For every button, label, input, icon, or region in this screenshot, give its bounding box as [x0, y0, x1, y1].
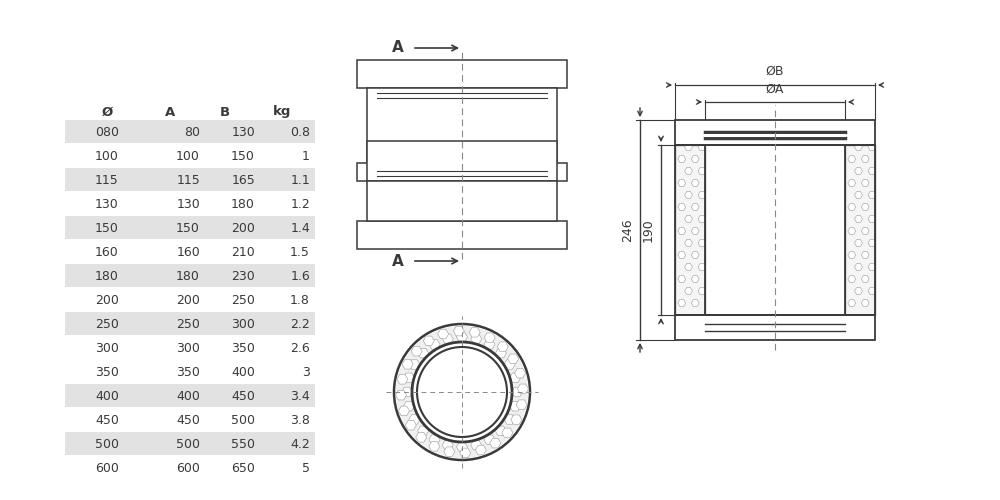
- Bar: [357, 221, 567, 249]
- Text: 250: 250: [231, 294, 255, 306]
- Bar: [65, 264, 315, 287]
- Text: 246: 246: [621, 218, 634, 242]
- Text: 1.6: 1.6: [290, 270, 310, 282]
- Text: A: A: [392, 254, 404, 268]
- Text: 5: 5: [302, 462, 310, 474]
- Text: 250: 250: [95, 318, 119, 330]
- Text: 400: 400: [231, 366, 255, 378]
- Text: ØA: ØA: [766, 83, 784, 96]
- Bar: [65, 384, 315, 407]
- Text: 115: 115: [176, 174, 200, 186]
- Text: 200: 200: [176, 294, 200, 306]
- Text: 115: 115: [95, 174, 119, 186]
- Bar: [367, 88, 557, 163]
- Text: 160: 160: [95, 246, 119, 258]
- Bar: [357, 60, 567, 88]
- Bar: [367, 141, 557, 181]
- Text: 200: 200: [231, 222, 255, 234]
- Bar: [357, 163, 567, 181]
- Text: 450: 450: [95, 414, 119, 426]
- Text: 100: 100: [176, 150, 200, 162]
- Bar: [65, 168, 315, 191]
- Text: 190: 190: [642, 218, 655, 242]
- Text: 080: 080: [95, 126, 119, 138]
- Text: 350: 350: [95, 366, 119, 378]
- Bar: [65, 120, 315, 143]
- Bar: [675, 315, 875, 340]
- Text: 150: 150: [231, 150, 255, 162]
- Text: 1.4: 1.4: [290, 222, 310, 234]
- Text: 450: 450: [231, 390, 255, 402]
- Bar: [65, 432, 315, 455]
- Text: 500: 500: [176, 438, 200, 450]
- Text: 600: 600: [95, 462, 119, 474]
- Bar: [65, 312, 315, 335]
- Text: 500: 500: [231, 414, 255, 426]
- Text: 3.4: 3.4: [290, 390, 310, 402]
- Text: 300: 300: [176, 342, 200, 354]
- Text: 300: 300: [231, 318, 255, 330]
- Text: 400: 400: [95, 390, 119, 402]
- Text: 3: 3: [302, 366, 310, 378]
- Text: 130: 130: [176, 198, 200, 210]
- Bar: [675, 120, 875, 145]
- Text: 180: 180: [231, 198, 255, 210]
- Text: 600: 600: [176, 462, 200, 474]
- Text: 160: 160: [176, 246, 200, 258]
- Text: 350: 350: [231, 342, 255, 354]
- Text: 1.5: 1.5: [290, 246, 310, 258]
- Text: A: A: [165, 106, 175, 118]
- Text: 2.2: 2.2: [290, 318, 310, 330]
- Text: 180: 180: [95, 270, 119, 282]
- Text: 180: 180: [176, 270, 200, 282]
- Bar: [367, 181, 557, 221]
- Text: 80: 80: [184, 126, 200, 138]
- Text: 210: 210: [231, 246, 255, 258]
- Circle shape: [412, 342, 512, 442]
- Text: 1.8: 1.8: [290, 294, 310, 306]
- Wedge shape: [396, 326, 528, 458]
- Text: 130: 130: [95, 198, 119, 210]
- Text: 230: 230: [231, 270, 255, 282]
- Text: 2.6: 2.6: [290, 342, 310, 354]
- Text: 1: 1: [302, 150, 310, 162]
- Text: 1.1: 1.1: [290, 174, 310, 186]
- Text: 100: 100: [95, 150, 119, 162]
- Text: 650: 650: [231, 462, 255, 474]
- Text: 150: 150: [176, 222, 200, 234]
- Text: 165: 165: [231, 174, 255, 186]
- Text: 300: 300: [95, 342, 119, 354]
- Text: 400: 400: [176, 390, 200, 402]
- Text: 500: 500: [95, 438, 119, 450]
- Text: 3.8: 3.8: [290, 414, 310, 426]
- Text: A: A: [392, 40, 404, 56]
- Text: 130: 130: [231, 126, 255, 138]
- Circle shape: [394, 324, 530, 460]
- Text: kg: kg: [273, 106, 291, 118]
- Circle shape: [417, 347, 507, 437]
- Text: 4.2: 4.2: [290, 438, 310, 450]
- Text: 250: 250: [176, 318, 200, 330]
- Text: 450: 450: [176, 414, 200, 426]
- Text: 200: 200: [95, 294, 119, 306]
- Text: ØB: ØB: [766, 65, 784, 78]
- Bar: [675, 145, 705, 315]
- Text: 0.8: 0.8: [290, 126, 310, 138]
- Bar: [845, 145, 875, 315]
- Text: 1.2: 1.2: [290, 198, 310, 210]
- Text: 150: 150: [95, 222, 119, 234]
- Text: B: B: [220, 106, 230, 118]
- Text: Ø: Ø: [101, 106, 113, 118]
- Text: 350: 350: [176, 366, 200, 378]
- Bar: [65, 216, 315, 239]
- Text: 550: 550: [231, 438, 255, 450]
